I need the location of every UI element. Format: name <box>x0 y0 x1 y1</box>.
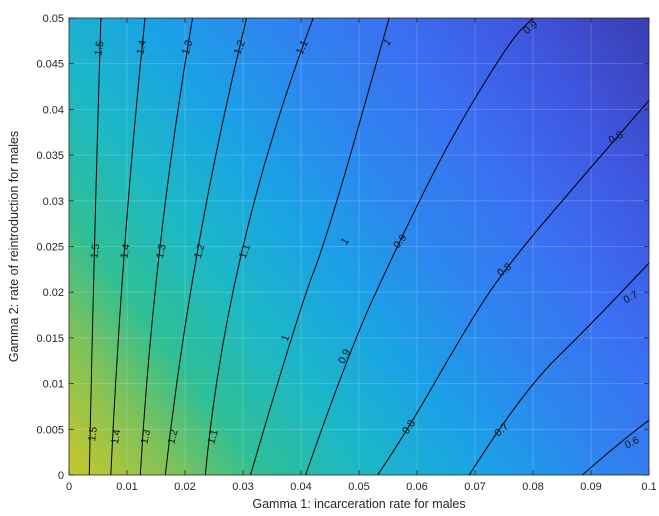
contour-label-group: 1.2 <box>165 428 180 445</box>
contour-label-group: 1.5 <box>88 243 102 259</box>
contour-label-group: 0.9 <box>336 347 353 366</box>
contour-label-group: 1.4 <box>109 428 123 445</box>
contour-label: 1.4 <box>134 39 149 56</box>
contour-label-group: 1.3 <box>154 243 169 260</box>
contour-line-0.9 <box>305 18 534 475</box>
contour-label: 1.4 <box>118 243 132 260</box>
contour-line-0.7 <box>468 262 649 475</box>
contour-label-group: 1.3 <box>138 428 153 445</box>
contour-lines <box>88 18 649 475</box>
x-axis-label: Gamma 1: incarceration rate for males <box>252 497 465 511</box>
y-tick-label: 0.005 <box>36 424 64 436</box>
x-tick-label: 0.08 <box>522 481 543 493</box>
x-tick-label: 0.06 <box>406 481 427 493</box>
colormap-field <box>69 18 649 475</box>
x-tick-label: 0 <box>66 481 72 493</box>
contour-line-1.5 <box>88 18 102 475</box>
contour-label-group: 1.1 <box>205 428 221 445</box>
contour-label-group: 1.4 <box>118 243 132 260</box>
contour-label: 1.5 <box>88 243 102 259</box>
x-tick-label: 0.07 <box>464 481 485 493</box>
grid-lines <box>69 18 649 475</box>
contour-line-0.6 <box>581 419 649 475</box>
contour-label: 1.1 <box>205 428 221 445</box>
contour-line-1.2 <box>164 18 247 475</box>
x-tick-label: 0.02 <box>174 481 195 493</box>
contour-label-group: 1.1 <box>294 38 311 57</box>
contour-label: 1.2 <box>192 243 208 260</box>
x-tick-label: 0.05 <box>348 481 369 493</box>
contour-label: 1.4 <box>109 428 123 445</box>
y-tick-label: 0.025 <box>36 242 64 254</box>
contour-label: 1.3 <box>180 39 196 56</box>
contour-label: 1.1 <box>294 38 311 57</box>
x-axis-ticks: 0 0.01 0.02 0.03 0.04 0.05 0.06 0.07 0.08 0.09 0.1 <box>66 18 657 493</box>
x-tick-label: 0.09 <box>580 481 601 493</box>
contour-label: 0.6 <box>623 434 642 451</box>
contour-label: 1.5 <box>86 426 100 442</box>
contour-label-group: 1.5 <box>86 426 100 442</box>
contour-label-group: 1 <box>339 236 352 248</box>
contour-label-group: 1 <box>279 333 292 343</box>
contour-label-group: 1 <box>381 36 394 48</box>
contour-label: 1.2 <box>165 428 180 445</box>
contour-label: 0.9 <box>336 347 353 366</box>
y-tick-label: 0.035 <box>36 150 64 162</box>
contour-line-1.3 <box>139 18 193 475</box>
contour-label-group: 1.2 <box>192 243 208 260</box>
contour-label-group: 1.2 <box>232 38 248 56</box>
x-tick-label: 0.03 <box>232 481 253 493</box>
contour-label-group: 1.3 <box>180 39 196 56</box>
contour-line-0.8 <box>377 99 649 475</box>
contour-label: 1.2 <box>232 38 248 56</box>
x-tick-label: 0.01 <box>116 481 137 493</box>
contour-label: 1 <box>339 236 352 248</box>
y-tick-label: 0.05 <box>43 13 64 25</box>
y-tick-label: 0.045 <box>36 59 64 71</box>
contour-label-group: 1.5 <box>92 40 106 56</box>
colormap-background <box>69 18 649 475</box>
y-tick-label: 0.015 <box>36 333 64 345</box>
y-tick-label: 0.02 <box>43 287 64 299</box>
y-axis-ticks: 0 0.005 0.01 0.015 0.02 0.025 0.03 0.035 0.04 0.0… <box>36 13 649 482</box>
y-axis-label: Gamma 2: rate of reintroduction for male… <box>7 131 21 362</box>
contour-label-group: 1.4 <box>134 39 149 56</box>
contour-label-group: 1.1 <box>237 242 253 260</box>
contour-line-1.4 <box>110 18 146 475</box>
contour-label: 1.3 <box>154 243 169 260</box>
y-tick-label: 0.01 <box>43 379 64 391</box>
contour-label-group: 0.6 <box>623 434 642 451</box>
y-tick-label: 0.04 <box>43 104 64 116</box>
contour-line-1.1 <box>204 18 314 475</box>
contour-labels: 1.5 1.5 1.5 1.4 1.4 1.4 1.3 1.3 1.3 1.2 1.2 1.2 1.1 1… <box>86 19 642 452</box>
contour-line-1 <box>250 18 390 475</box>
contour-label: 1.1 <box>237 242 253 260</box>
contour-label: 1.3 <box>138 428 153 445</box>
x-tick-label: 0.1 <box>641 481 656 493</box>
x-tick-label: 0.04 <box>290 481 311 493</box>
y-tick-label: 0 <box>58 470 64 482</box>
y-tick-label: 0.03 <box>43 196 64 208</box>
contour-label: 1 <box>279 333 292 343</box>
contour-label: 1.5 <box>92 40 106 56</box>
